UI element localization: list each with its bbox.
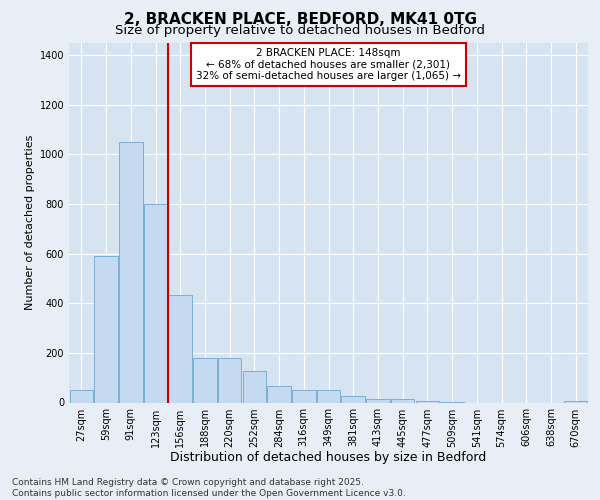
Bar	[193, 358, 217, 403]
Bar	[70, 390, 93, 402]
Text: 2, BRACKEN PLACE, BEDFORD, MK41 0TG: 2, BRACKEN PLACE, BEDFORD, MK41 0TG	[124, 12, 476, 28]
Bar	[292, 390, 316, 402]
Bar	[119, 142, 143, 403]
Text: Size of property relative to detached houses in Bedford: Size of property relative to detached ho…	[115, 24, 485, 37]
Bar	[391, 399, 415, 402]
Bar	[341, 396, 365, 402]
Text: 2 BRACKEN PLACE: 148sqm
← 68% of detached houses are smaller (2,301)
32% of semi: 2 BRACKEN PLACE: 148sqm ← 68% of detache…	[196, 48, 461, 81]
Bar	[366, 399, 389, 402]
Bar	[144, 204, 167, 402]
Bar	[169, 294, 192, 403]
X-axis label: Distribution of detached houses by size in Bedford: Distribution of detached houses by size …	[170, 451, 487, 464]
Bar	[218, 358, 241, 403]
Bar	[268, 386, 291, 402]
Bar	[317, 390, 340, 402]
Bar	[242, 372, 266, 402]
Y-axis label: Number of detached properties: Number of detached properties	[25, 135, 35, 310]
Text: Contains HM Land Registry data © Crown copyright and database right 2025.
Contai: Contains HM Land Registry data © Crown c…	[12, 478, 406, 498]
Bar	[94, 256, 118, 402]
